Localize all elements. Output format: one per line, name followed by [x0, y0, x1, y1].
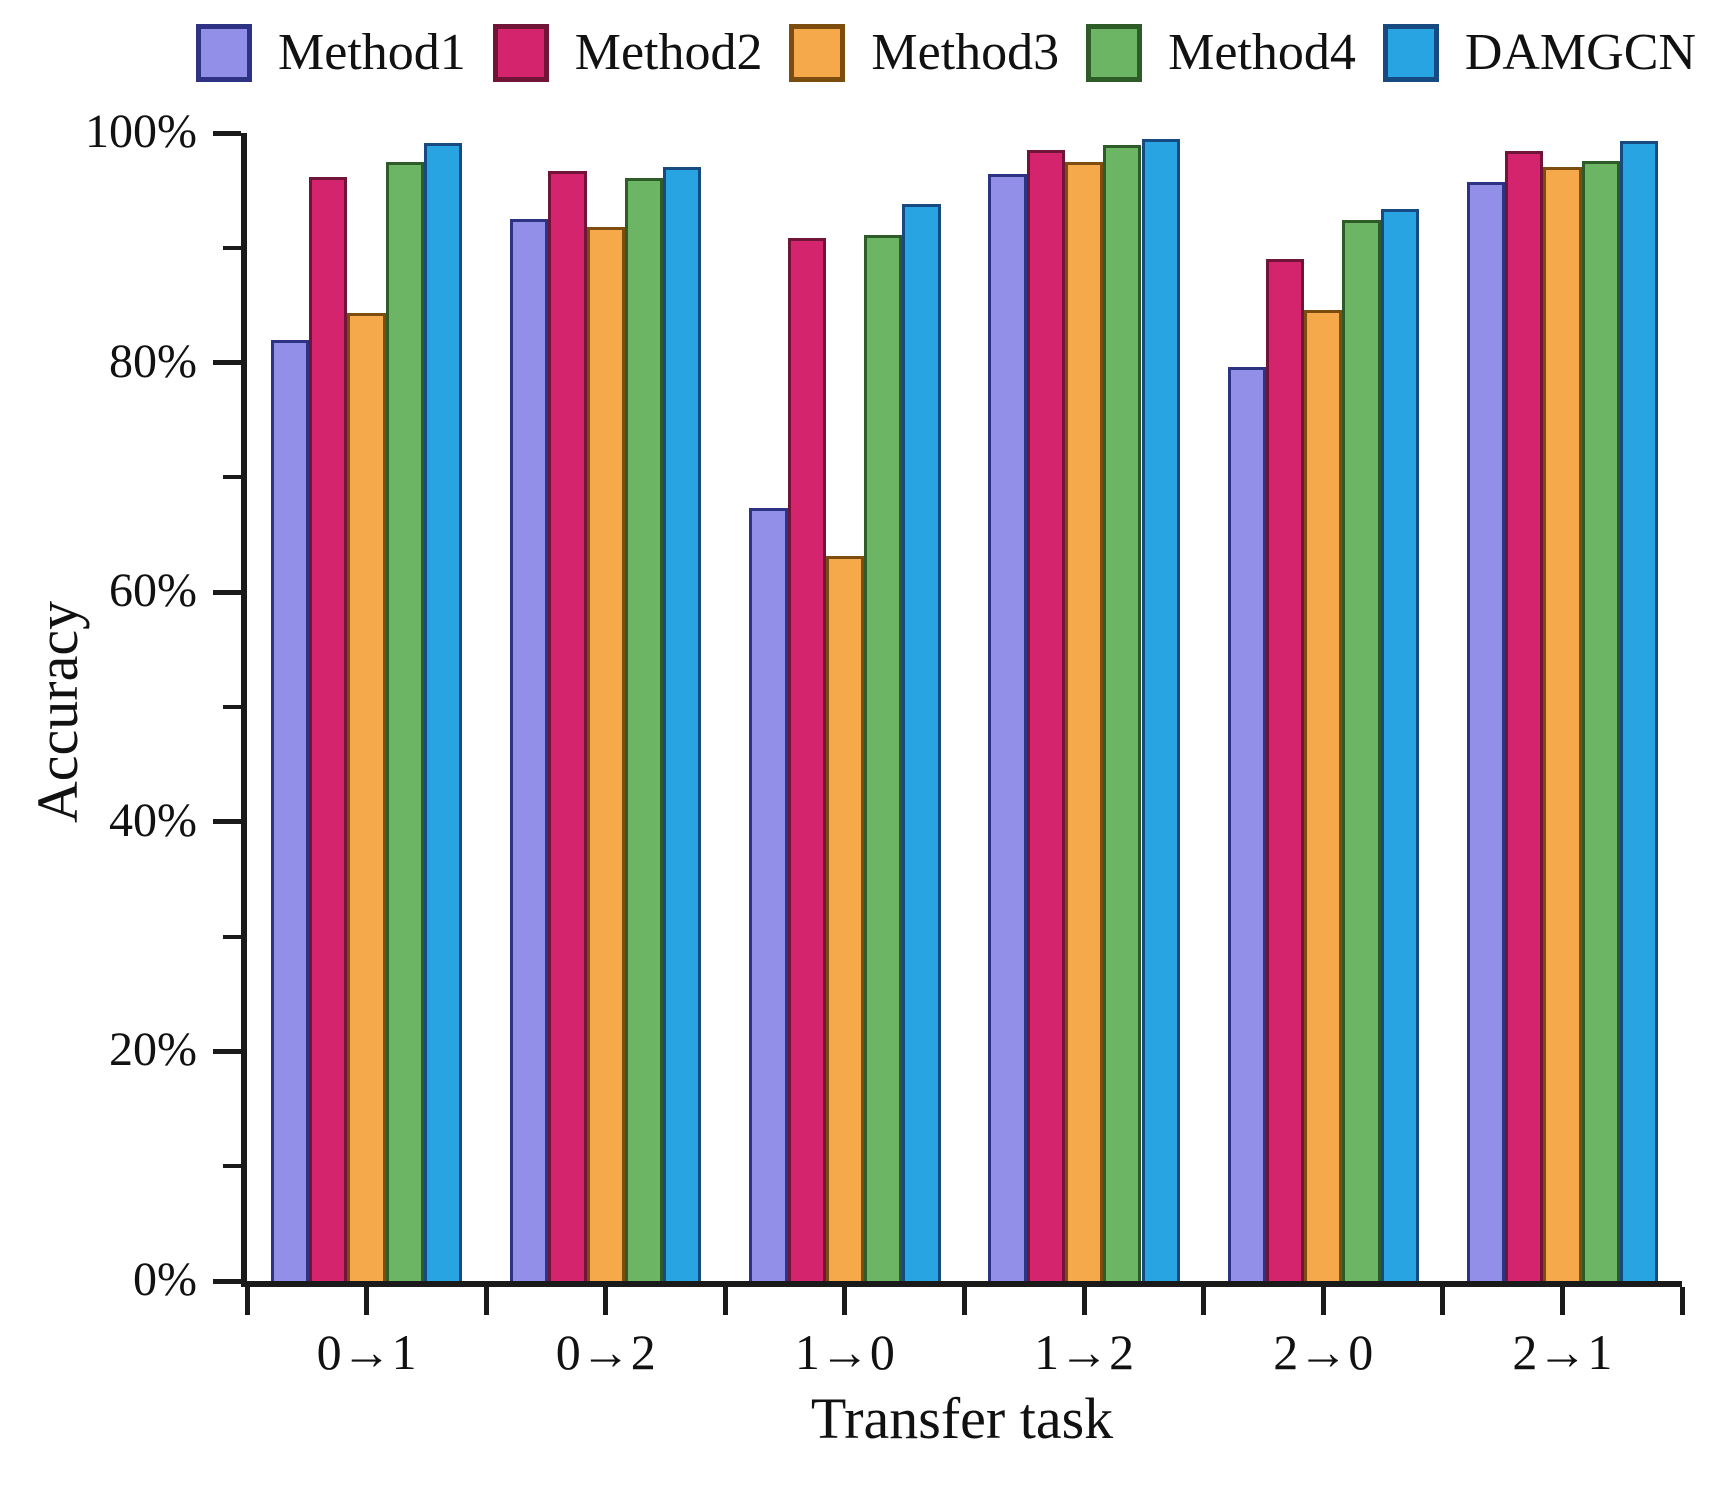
legend-label: DAMGCN: [1464, 24, 1696, 81]
y-major-tick: [213, 589, 241, 595]
plot-area: 0% 20% 40% 60% 80% 100% 0→1 0→2 1→0 1→2 2→0 2→1: [85, 108, 1685, 1377]
legend-swatch-icon: [196, 24, 252, 82]
y-minor-tick: [223, 705, 241, 709]
x-tick: [842, 1287, 848, 1315]
x-tick: [1320, 1287, 1326, 1315]
legend: Method1 Method2 Method3 Method4 DAMGCN: [196, 16, 1696, 90]
x-tick: [603, 1287, 609, 1315]
bar-Method2-1→2: [1026, 150, 1065, 1281]
x-tick-label: 0→1: [316, 1324, 417, 1380]
y-tick-label: 100%: [85, 105, 197, 158]
y-tick-label: 0%: [133, 1253, 197, 1306]
y-minor-tick: [223, 245, 241, 250]
bar-Method1-1→2: [988, 174, 1027, 1281]
x-tick-label: 0→2: [555, 1324, 656, 1380]
legend-item: Method1: [196, 24, 466, 82]
y-tick-label: 80%: [109, 334, 197, 388]
y-major-tick: [213, 360, 241, 366]
y-minor-tick: [223, 1164, 241, 1169]
bars-layer: [247, 133, 1682, 1281]
x-axis-title: Transfer task: [810, 1386, 1114, 1451]
bar-DAMGCN-1→0: [902, 204, 941, 1281]
axis-ticks-layer: 0% 20% 40% 60% 80% 100% 0→1 0→2 1→0 1→2 2→0 2→1: [85, 108, 1685, 1377]
y-minor-tick: [223, 934, 241, 939]
x-tick: [1201, 1287, 1207, 1315]
legend-label: Method1: [278, 24, 466, 81]
legend-swatch-icon: [1086, 24, 1143, 82]
bar-DAMGCN-0→2: [663, 167, 702, 1281]
bar-DAMGCN-1→2: [1141, 138, 1180, 1281]
bar-Method1-2→0: [1227, 367, 1266, 1281]
bar-Method2-1→0: [787, 237, 826, 1281]
legend-swatch-icon: [1382, 24, 1439, 82]
legend-label: Method2: [574, 24, 763, 81]
legend-label: Method4: [1168, 24, 1356, 81]
bar-Method4-1→2: [1103, 144, 1142, 1281]
x-tick: [1679, 1287, 1685, 1315]
legend-swatch-icon: [789, 24, 846, 82]
bar-Method2-2→0: [1265, 259, 1305, 1281]
bar-Method2-0→1: [309, 176, 348, 1281]
x-tick: [962, 1287, 967, 1315]
x-tick-label: 1→2: [1034, 1324, 1135, 1380]
bar-Method4-2→1: [1581, 160, 1620, 1281]
bar-Method4-1→0: [864, 235, 903, 1281]
bar-Method4-0→2: [624, 177, 664, 1281]
bar-Method1-0→1: [270, 339, 310, 1281]
bar-Method3-1→0: [825, 555, 865, 1281]
legend-item: Method2: [492, 24, 763, 82]
y-major-tick: [213, 130, 241, 136]
x-tick: [1440, 1287, 1446, 1315]
x-tick: [483, 1287, 489, 1315]
y-tick-label: 40%: [109, 793, 197, 847]
y-major-tick: [213, 1048, 241, 1054]
bar-DAMGCN-2→0: [1380, 208, 1419, 1281]
bar-Method4-0→1: [385, 161, 424, 1281]
x-tick: [722, 1287, 728, 1315]
y-tick-label: 20%: [109, 1023, 197, 1077]
bar-Method3-1→2: [1064, 161, 1104, 1281]
y-axis-title: Accuracy: [25, 600, 90, 824]
x-tick: [1559, 1287, 1565, 1315]
x-tick: [244, 1287, 250, 1315]
bar-Method3-2→0: [1304, 309, 1343, 1281]
y-major-tick: [213, 1278, 241, 1284]
bar-DAMGCN-0→1: [424, 143, 463, 1281]
y-tick-label: 60%: [109, 564, 197, 618]
x-tick-label: 2→1: [1512, 1324, 1613, 1380]
legend-swatch-icon: [492, 24, 549, 82]
bar-Method2-2→1: [1505, 151, 1544, 1281]
x-tick: [364, 1287, 370, 1315]
x-tick-label: 2→0: [1273, 1324, 1374, 1380]
bar-DAMGCN-2→1: [1619, 141, 1659, 1281]
y-major-tick: [213, 819, 241, 825]
bar-Method3-0→1: [347, 313, 386, 1281]
legend-label: Method3: [871, 24, 1060, 81]
x-tick-label: 1→0: [794, 1324, 895, 1380]
legend-item: Method4: [1086, 24, 1356, 82]
legend-item: Method3: [789, 24, 1059, 82]
bar-Method3-2→1: [1543, 167, 1582, 1281]
x-tick: [1081, 1287, 1087, 1315]
bar-Method1-2→1: [1466, 182, 1506, 1281]
y-minor-tick: [223, 475, 241, 480]
bar-Method4-2→0: [1342, 220, 1381, 1281]
bar-Method1-0→2: [510, 219, 549, 1281]
bar-Method3-0→2: [586, 227, 625, 1281]
bar-Method2-0→2: [548, 170, 587, 1281]
legend-item: DAMGCN: [1382, 24, 1696, 82]
bar-Method1-1→0: [749, 508, 788, 1281]
